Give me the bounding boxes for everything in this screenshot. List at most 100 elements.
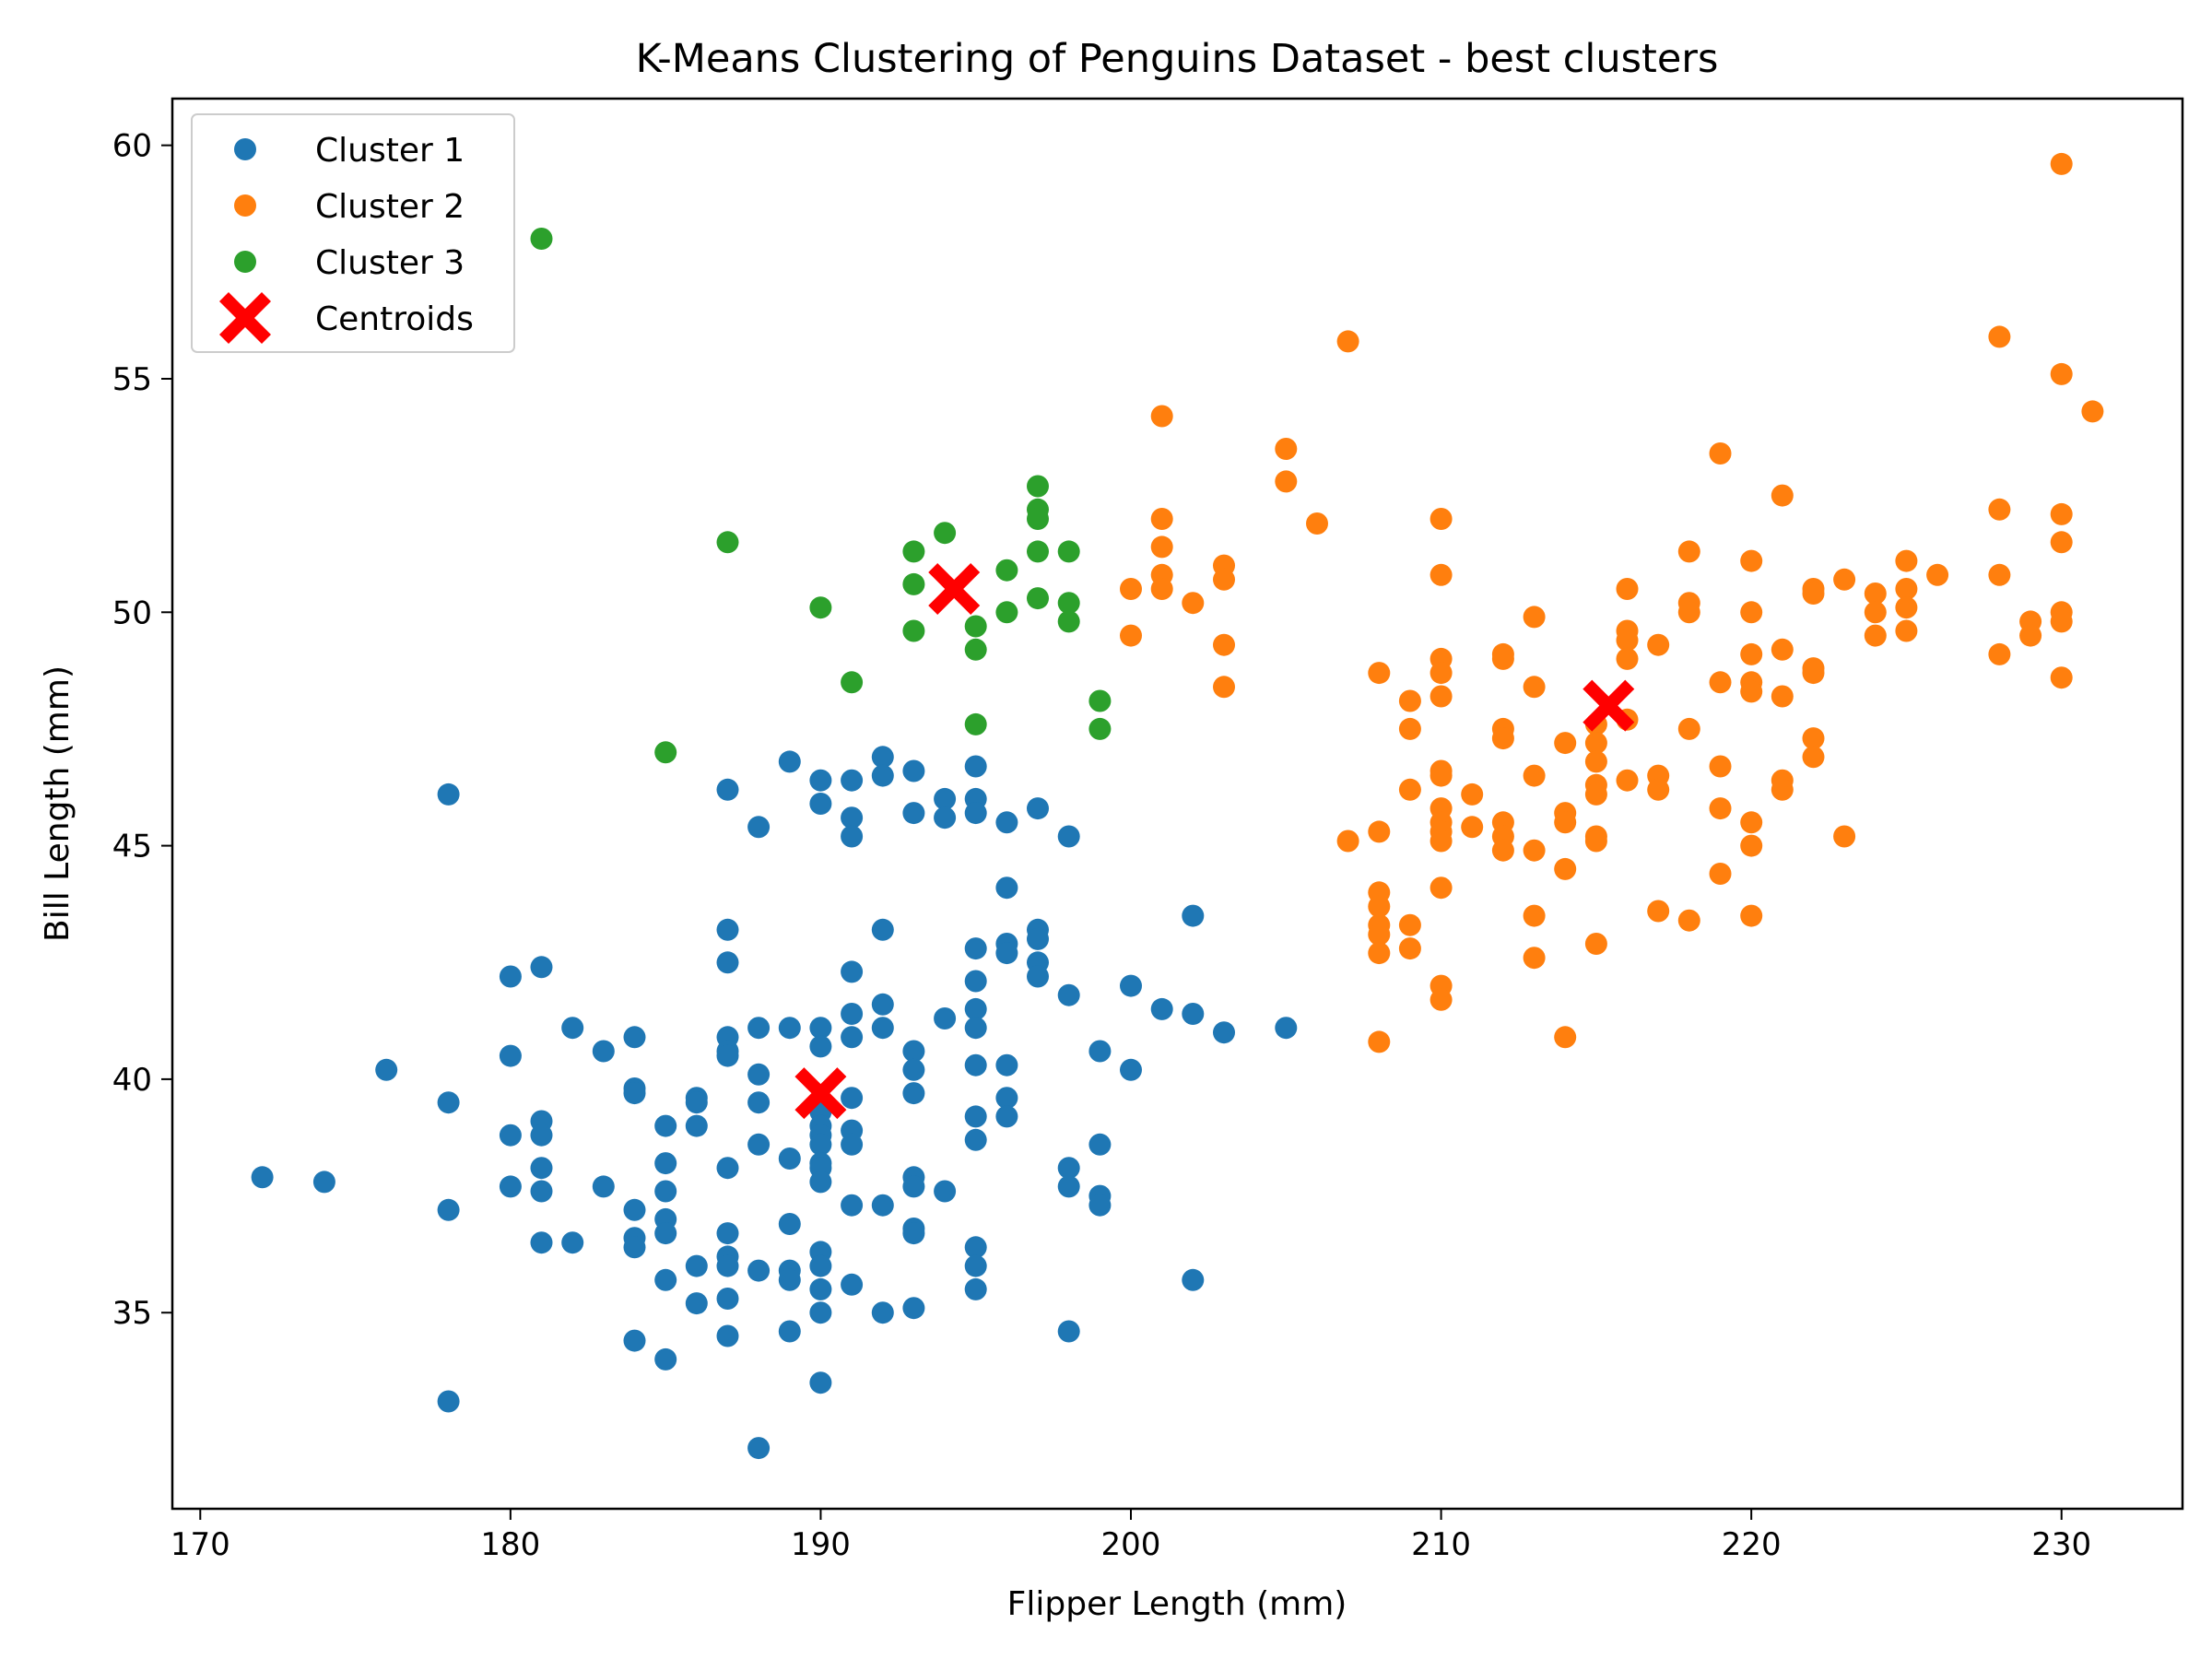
- centroid-marker: [928, 563, 981, 615]
- cluster-1-point: [499, 1044, 522, 1067]
- cluster-1-point: [1275, 1017, 1298, 1040]
- cluster-2-point: [1461, 816, 1484, 839]
- cluster-1-point: [747, 1259, 771, 1282]
- cluster-3-point: [995, 601, 1018, 624]
- cluster-1-point: [716, 1222, 739, 1245]
- cluster-2-point: [1398, 937, 1421, 960]
- cluster-2-point: [1275, 470, 1298, 493]
- cluster-1-point: [1182, 1003, 1205, 1025]
- cluster-1-point: [809, 793, 832, 815]
- cluster-2-point: [1709, 442, 1732, 465]
- cluster-2-point: [1523, 839, 1546, 862]
- cluster-1-point: [809, 1277, 832, 1300]
- cluster-2-point: [1988, 642, 2011, 665]
- cluster-2-point: [1895, 596, 1918, 619]
- cluster-1-point: [499, 965, 522, 988]
- y-tick-label: 55: [112, 361, 152, 398]
- cluster-2-point: [2019, 624, 2042, 647]
- cluster-3-point: [964, 712, 987, 735]
- y-tick-label: 40: [112, 1062, 152, 1099]
- cluster-2-point: [1368, 1030, 1391, 1053]
- cluster-1-point: [902, 1058, 925, 1081]
- y-tick-label: 50: [112, 594, 152, 631]
- cluster-1-point: [1182, 1268, 1205, 1291]
- cluster-1-point: [809, 1301, 832, 1324]
- cluster-1-point: [530, 1157, 553, 1180]
- cluster-2-point: [1368, 820, 1391, 843]
- cluster-2-point: [1491, 839, 1514, 862]
- cluster-2-point: [1802, 727, 1825, 750]
- cluster-2-point: [1150, 508, 1173, 530]
- cluster-1-point: [934, 1180, 957, 1203]
- cluster-2-point: [1430, 877, 1453, 900]
- cluster-1-point: [1057, 1157, 1080, 1180]
- legend-cluster-2-label: Cluster 2: [315, 188, 465, 226]
- x-tick-label: 230: [2031, 1526, 2091, 1563]
- cluster-2-point: [1523, 676, 1546, 699]
- cluster-1-point: [716, 951, 739, 974]
- cluster-3-point: [1027, 508, 1049, 530]
- cluster-3-point: [1088, 717, 1112, 740]
- cluster-1-point: [716, 778, 739, 801]
- cluster-2-point: [1368, 942, 1391, 965]
- cluster-2-point: [1213, 568, 1235, 591]
- cluster-3-point: [716, 531, 739, 554]
- cluster-2-point: [1213, 633, 1235, 656]
- cluster-2-point: [2050, 362, 2073, 385]
- y-tick-label: 60: [112, 128, 152, 165]
- cluster-1-point: [654, 1114, 677, 1137]
- cluster-2-point: [1771, 685, 1794, 708]
- cluster-1-point: [995, 1087, 1018, 1110]
- cluster-1-point: [871, 746, 894, 769]
- legend-centroid-marker: [219, 292, 271, 344]
- cluster-1-point: [1088, 1040, 1112, 1063]
- cluster-1-point: [841, 825, 864, 848]
- cluster-1-point: [809, 1017, 832, 1040]
- cluster-2-point: [1864, 601, 1887, 624]
- cluster-1-point: [1057, 1175, 1080, 1198]
- cluster-1-point: [747, 1133, 771, 1156]
- cluster-1-point: [995, 877, 1018, 900]
- y-axis-ticks: 35 40 45 50 55 60: [112, 128, 172, 1332]
- cluster-1-point: [716, 918, 739, 941]
- cluster-1-point: [841, 1133, 864, 1156]
- cluster-1-point: [841, 1026, 864, 1049]
- cluster-1-point: [654, 1347, 677, 1371]
- cluster-2-point: [1895, 578, 1918, 600]
- cluster-1-point: [716, 1044, 739, 1067]
- cluster-1-point: [902, 1222, 925, 1245]
- cluster-1-point: [964, 997, 987, 1020]
- cluster-2-point: [1554, 1026, 1577, 1049]
- cluster-2-point: [2050, 531, 2073, 554]
- cluster-2-point: [1802, 662, 1825, 685]
- cluster-1-point: [1057, 983, 1080, 1006]
- cluster-3-point: [841, 671, 864, 694]
- cluster-1-point: [841, 769, 864, 792]
- cluster-1-point: [995, 811, 1018, 834]
- cluster-1-point: [1182, 904, 1205, 927]
- cluster-1-point: [902, 802, 925, 825]
- cluster-3-point: [964, 615, 987, 638]
- cluster-1-point: [934, 787, 957, 810]
- cluster-3-point: [809, 596, 832, 619]
- legend-cluster-3-marker: [234, 251, 256, 273]
- cluster-1-point: [871, 993, 894, 1016]
- cluster-1-point: [902, 1082, 925, 1105]
- cluster-1-point: [685, 1091, 708, 1114]
- cluster-1-point: [623, 1026, 646, 1049]
- cluster-1-point: [778, 1147, 801, 1170]
- cluster-2-point: [1616, 647, 1639, 670]
- cluster-3-point: [1057, 540, 1080, 563]
- plot-frame: [171, 97, 2184, 1511]
- cluster-2-point: [1864, 624, 1887, 647]
- cluster-3-point: [1027, 475, 1049, 498]
- cluster-1-point: [747, 816, 771, 839]
- cluster-1-point: [934, 1007, 957, 1030]
- legend: Cluster 1 Cluster 2 Cluster 3 Centroids: [191, 113, 515, 353]
- cluster-2-point: [1895, 619, 1918, 642]
- cluster-1-point: [964, 1277, 987, 1300]
- cluster-2-point: [1833, 825, 1856, 848]
- cluster-1-point: [623, 1236, 646, 1259]
- cluster-2-point: [1523, 764, 1546, 787]
- cluster-1-point: [778, 1320, 801, 1343]
